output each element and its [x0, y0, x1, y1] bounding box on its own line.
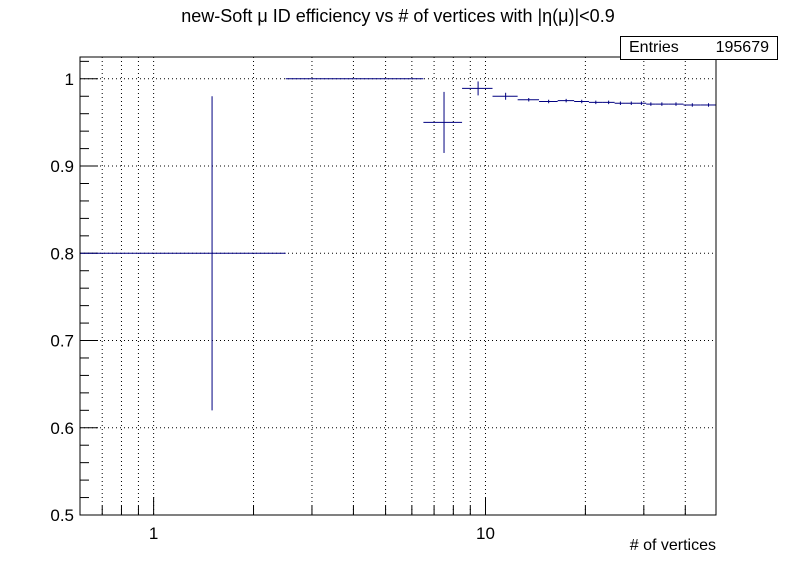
data-point: [602, 100, 615, 105]
data-points: [80, 78, 716, 411]
stats-entries-value: 195679: [715, 39, 769, 56]
grid-lines: [79, 57, 716, 516]
axis-ticks: [79, 60, 686, 516]
x-tick-label: 10: [476, 524, 495, 543]
data-point: [539, 99, 558, 104]
data-point: [80, 96, 286, 411]
stats-box: Entries 195679: [620, 36, 778, 60]
y-tick-label: 0.6: [50, 419, 74, 438]
y-tick-label: 0.8: [50, 244, 74, 263]
y-tick-label: 0.9: [50, 157, 74, 176]
data-point: [517, 98, 540, 102]
y-tick-label: 0.5: [50, 506, 74, 525]
data-point: [636, 101, 647, 105]
data-point: [683, 103, 701, 107]
data-point: [700, 103, 716, 107]
data-point: [588, 100, 603, 105]
data-point: [646, 102, 656, 106]
chart-title: new-Soft μ ID efficiency vs # of vertice…: [181, 6, 615, 26]
stats-entries-label: Entries: [629, 39, 679, 56]
data-point: [423, 91, 463, 153]
data-point: [492, 92, 518, 100]
data-point: [462, 81, 493, 96]
data-point: [655, 102, 669, 106]
data-point: [625, 101, 637, 105]
tick-labels: 0.5 0.6 0.7 0.8 0.9 1 1 10: [50, 70, 495, 543]
data-point: [614, 101, 626, 105]
data-point: [668, 102, 684, 106]
y-tick-label: 0.7: [50, 332, 74, 351]
data-point: [557, 98, 575, 103]
x-tick-label: 1: [149, 524, 158, 543]
data-point: [574, 99, 589, 104]
plot-frame: [79, 56, 717, 516]
y-tick-label: 1: [65, 70, 74, 89]
x-axis-label: # of vertices: [629, 537, 716, 554]
